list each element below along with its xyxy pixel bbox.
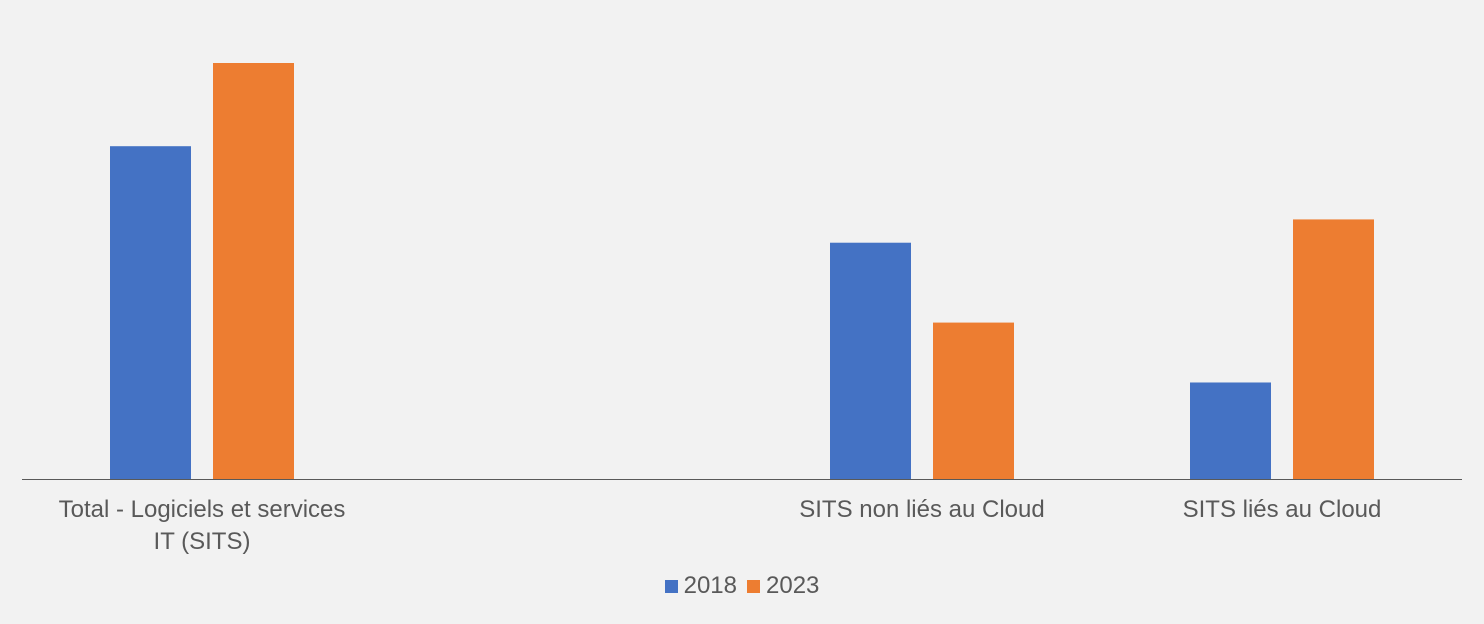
legend-label: 2023 (766, 572, 820, 599)
x-tick-label: Total - Logiciels et services IT (SITS) (2, 494, 402, 558)
legend-swatch (747, 579, 760, 593)
bar-2023-1 (933, 322, 1014, 479)
legend-swatch (664, 579, 678, 593)
bar-2018-1 (830, 242, 911, 479)
chart-legend: 2018 2023 (0, 572, 1484, 600)
x-tick-label-line: Total - Logiciels et services (58, 496, 346, 523)
legend-item-2018: 2018 (664, 572, 737, 600)
x-tick-label: SITS non liés au Cloud (722, 494, 1122, 526)
bar-2023-0 (213, 63, 294, 479)
x-tick-label-line: IT (SITS) (153, 528, 251, 555)
x-tick-label-line: SITS non liés au Cloud (799, 496, 1045, 523)
legend-item-2023: 2023 (747, 572, 819, 600)
bar-2018-0 (110, 146, 191, 479)
x-tick-label-line: SITS liés au Cloud (1182, 496, 1382, 523)
bar-2018-2 (1190, 382, 1271, 479)
x-tick-label: SITS liés au Cloud (1082, 494, 1482, 526)
bar-2023-2 (1293, 219, 1374, 479)
legend-label: 2018 (683, 572, 737, 599)
